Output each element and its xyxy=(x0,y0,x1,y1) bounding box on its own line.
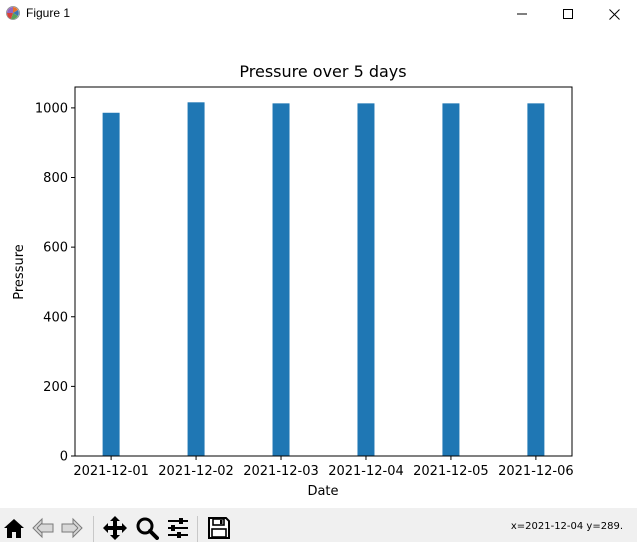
close-button[interactable] xyxy=(591,0,637,28)
configure-subplots-icon xyxy=(168,518,188,538)
close-icon xyxy=(608,8,620,20)
home-button[interactable] xyxy=(0,514,28,542)
y-tick-label: 1000 xyxy=(35,101,68,116)
y-axis-ticks: 0 200 400 600 800 1000 xyxy=(35,101,75,465)
save-button[interactable] xyxy=(205,514,233,542)
bar-2021-12-05 xyxy=(442,103,460,457)
forward-arrow-icon xyxy=(61,517,83,539)
forward-button[interactable] xyxy=(58,514,86,542)
bar-2021-12-01 xyxy=(102,112,120,456)
y-tick-label: 200 xyxy=(43,380,68,395)
pan-icon xyxy=(103,516,127,540)
y-axis-label: Pressure xyxy=(12,244,27,300)
y-tick-label: 0 xyxy=(60,450,68,465)
back-button[interactable] xyxy=(29,514,57,542)
minimize-button[interactable] xyxy=(499,0,545,28)
y-tick-label: 600 xyxy=(43,241,68,256)
x-axis-label: Date xyxy=(307,484,338,499)
bar-2021-12-06 xyxy=(527,103,545,457)
y-tick-label: 800 xyxy=(43,171,68,186)
toolbar-separator xyxy=(197,516,198,542)
home-icon xyxy=(4,519,24,538)
zoom-icon xyxy=(136,517,159,540)
save-icon xyxy=(208,517,230,539)
bar-2021-12-03 xyxy=(272,103,290,457)
x-tick-label: 2021-12-03 xyxy=(243,464,319,479)
cursor-coordinates: x=2021-12-04 y=289. xyxy=(510,521,623,532)
bar-2021-12-02 xyxy=(187,102,205,456)
chart-title: Pressure over 5 days xyxy=(239,62,406,81)
axes-frame xyxy=(74,86,573,457)
bar-chart[interactable]: Pressure over 5 days 0 200 400 600 800 1000 2… xyxy=(0,28,637,508)
x-axis-ticks: 2021-12-01 2021-12-02 2021-12-03 2021-12-04… xyxy=(73,456,574,479)
configure-subplots-button[interactable] xyxy=(164,514,192,542)
pan-button[interactable] xyxy=(101,514,129,542)
maximize-button[interactable] xyxy=(545,0,591,28)
maximize-icon xyxy=(563,9,573,19)
bars-group xyxy=(102,102,545,457)
y-tick-label: 400 xyxy=(43,310,68,325)
minimize-icon xyxy=(517,13,527,15)
x-tick-label: 2021-12-04 xyxy=(328,464,404,479)
bar-2021-12-04 xyxy=(357,103,375,457)
zoom-button[interactable] xyxy=(133,514,161,542)
figure-canvas[interactable]: Pressure over 5 days 0 200 400 600 800 1000 2… xyxy=(0,28,637,508)
x-tick-label: 2021-12-02 xyxy=(158,464,234,479)
matplotlib-logo-icon xyxy=(5,5,21,21)
x-tick-label: 2021-12-01 xyxy=(73,464,149,479)
window-title: Figure 1 xyxy=(26,6,71,20)
title-bar: Figure 1 xyxy=(0,0,637,28)
x-tick-label: 2021-12-05 xyxy=(413,464,489,479)
back-arrow-icon xyxy=(32,517,54,539)
x-tick-label: 2021-12-06 xyxy=(498,464,574,479)
toolbar-separator xyxy=(93,516,94,542)
navigation-toolbar: x=2021-12-04 y=289. xyxy=(0,508,637,542)
